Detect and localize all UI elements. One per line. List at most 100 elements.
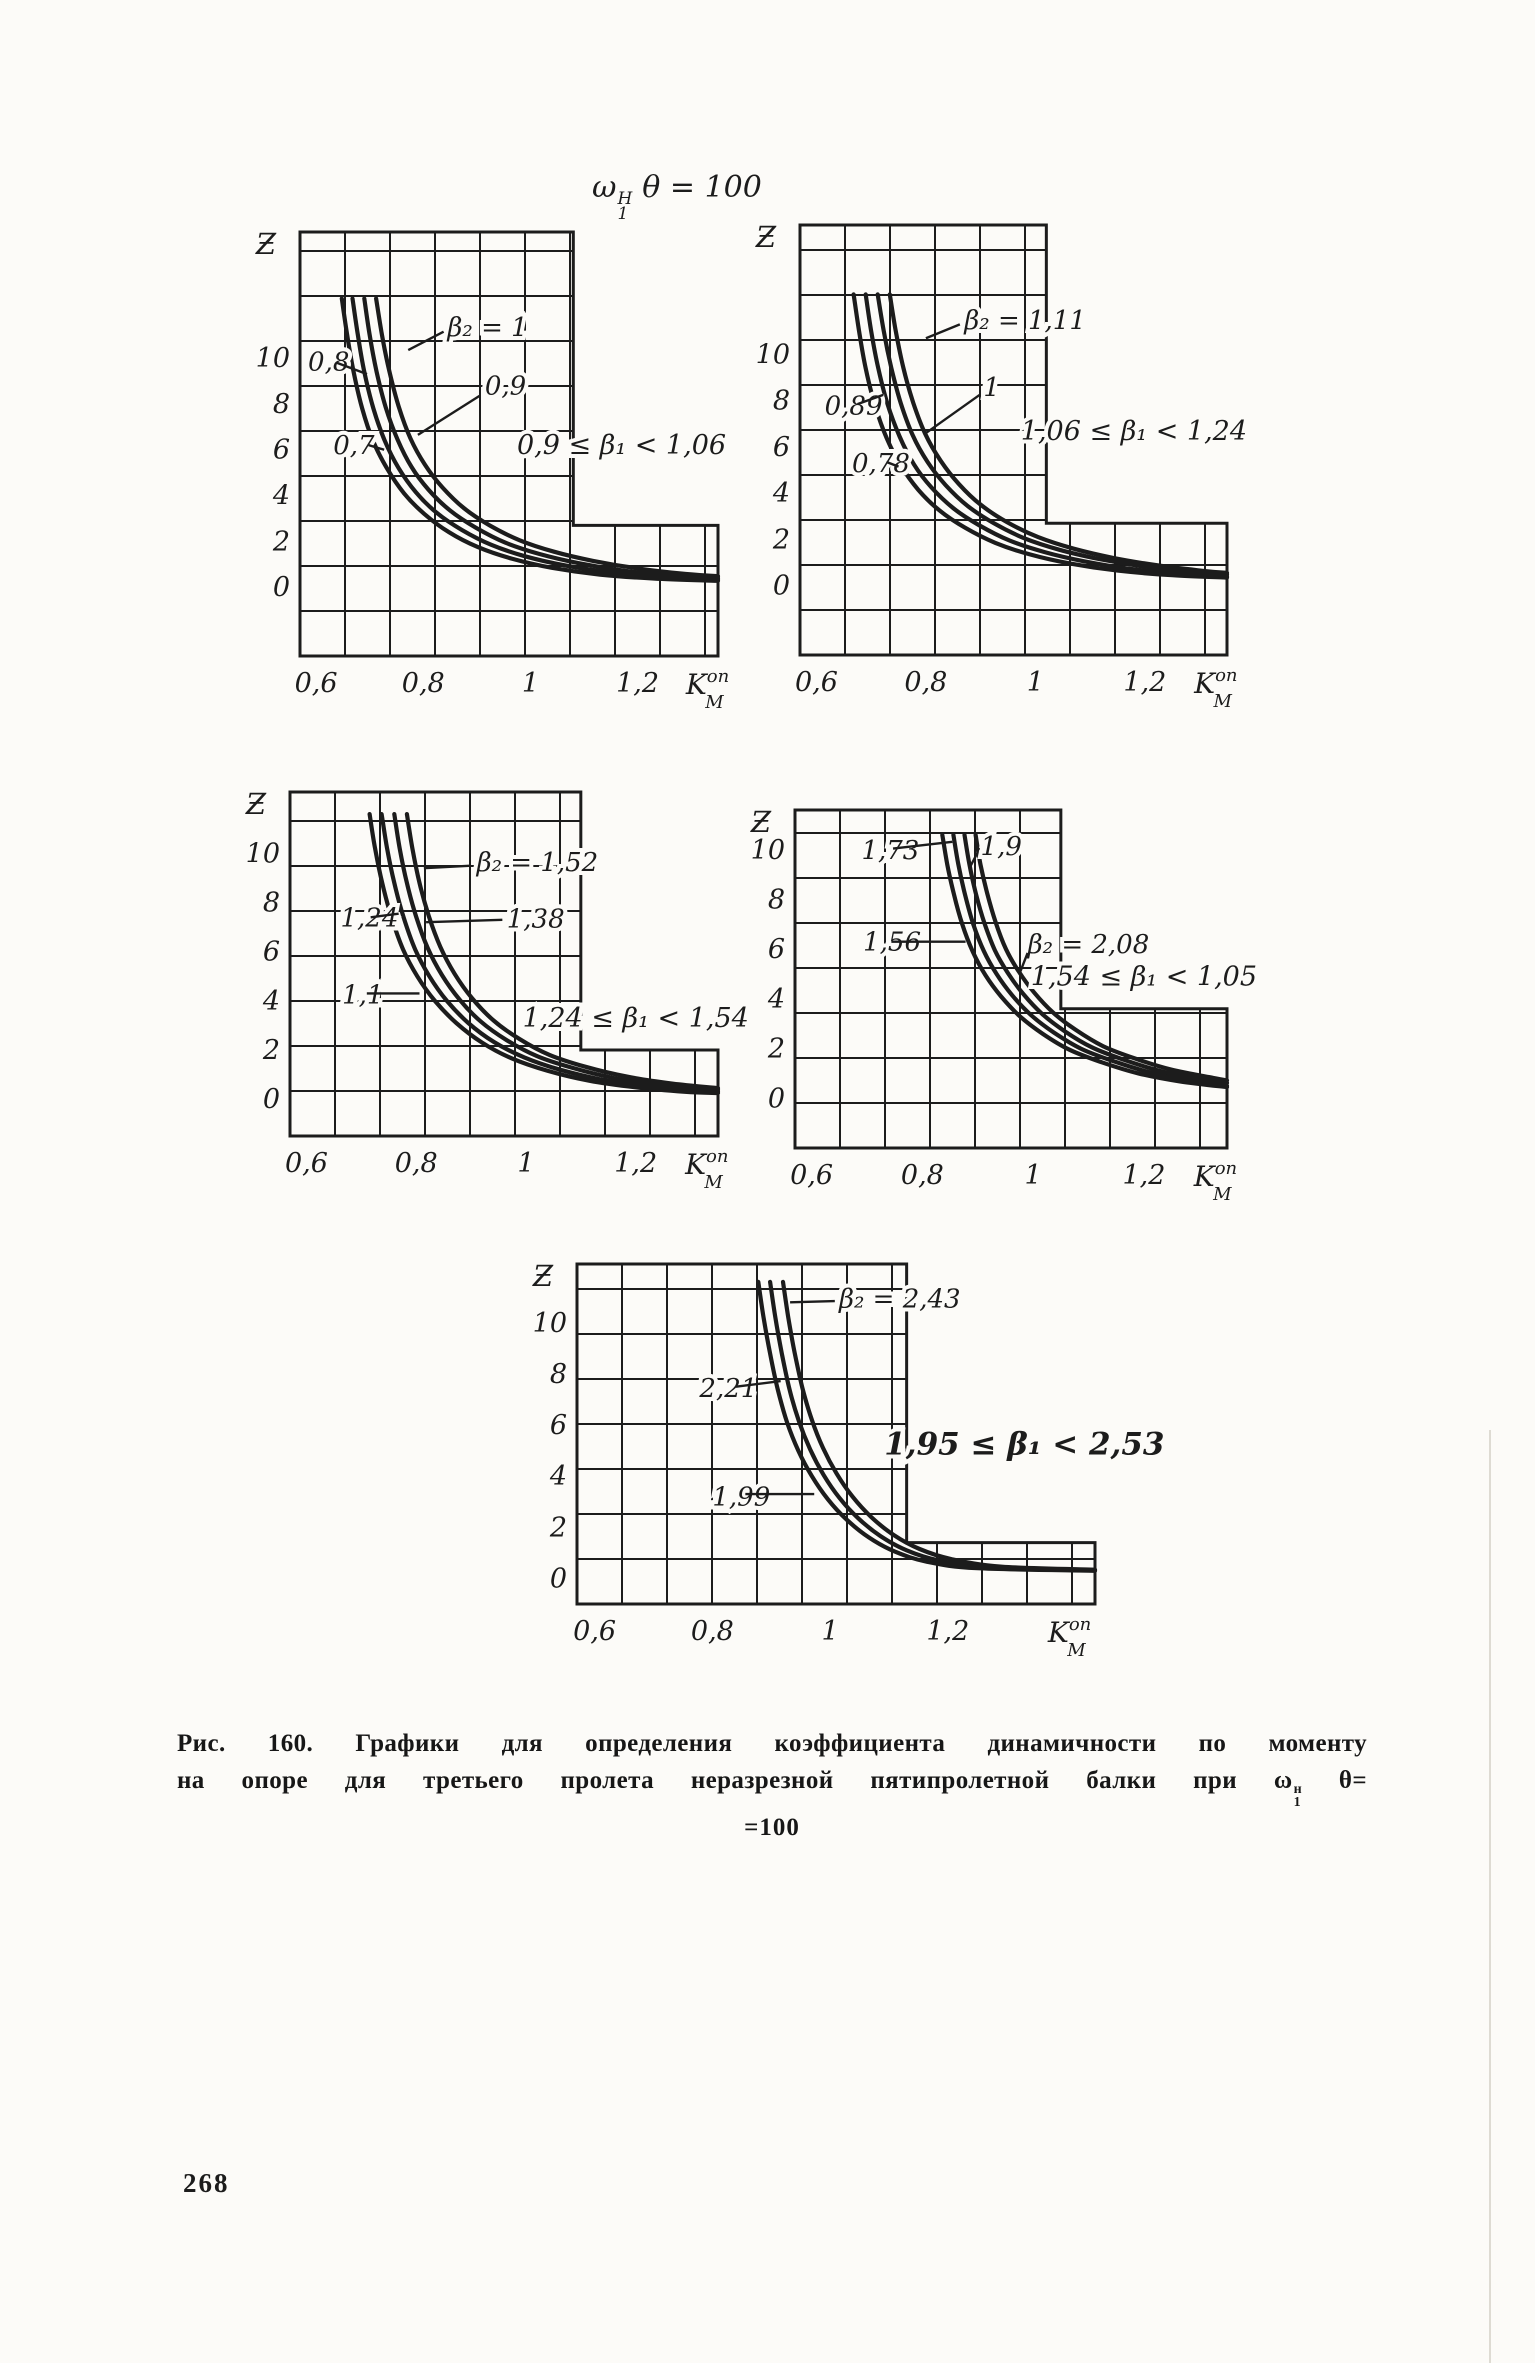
curve-label: 1,99 — [712, 1483, 770, 1513]
axis-labels: 10 8 6 4 2 0 0,6 0,8 1 1,2 Ƶ Kоп М — [755, 220, 1238, 712]
annotations: β₂ = 2,43 2,21 1,99 — [694, 1281, 964, 1517]
x-tick-label: 0,8 — [402, 668, 445, 699]
axis-labels: 10 8 6 4 2 0 0,6 0,8 1 1,2 Ƶ Kоп М — [750, 805, 1237, 1205]
y-tick-label: 8 — [263, 888, 280, 919]
curve-2 — [392, 812, 721, 1092]
label-leader-line — [370, 912, 399, 919]
y-tick-label: 2 — [772, 524, 790, 555]
label-leader-line — [1018, 952, 1029, 974]
x-tick-label: 0,8 — [901, 1160, 944, 1191]
x-tick-label: 1,2 — [1122, 1160, 1165, 1191]
beta1-range-label: 1,24 ≤ β₁ < 1,54 — [523, 1003, 749, 1034]
x-tick-label: 0,8 — [691, 1616, 734, 1647]
y-tick-label: 6 — [768, 934, 785, 965]
y-tick-label: 8 — [773, 386, 790, 417]
label-leader-line — [423, 864, 472, 870]
chart-top-right: 10 8 6 4 2 0 0,6 0,8 1 1,2 Ƶ Kоп М β₂ = 1,11 1 0,89 0,78… — [755, 220, 1251, 712]
y-tick-label: 10 — [751, 835, 785, 866]
plot-outline — [798, 223, 1229, 657]
beta1-range-label: 1,95 ≤ β₁ < 2,53 — [884, 1427, 1164, 1463]
curve-2 — [780, 1279, 1098, 1572]
y-tick-label: 0 — [263, 1084, 280, 1115]
curve-label: β₂ = 2,43 — [838, 1285, 961, 1315]
omega-symbol: ω — [592, 170, 617, 205]
x-tick-label: 0,6 — [285, 1148, 328, 1179]
curve-3 — [374, 296, 721, 579]
label-leader-line — [407, 330, 445, 352]
curve-label: 1,24 — [340, 903, 398, 933]
curve-1 — [951, 832, 1230, 1088]
curve-2 — [362, 296, 721, 581]
x-axis-unit-label: Kоп М — [1047, 1614, 1091, 1661]
curve-label: 0,9 — [485, 372, 526, 402]
y-axis-title: Ƶ — [750, 805, 772, 839]
label-leader-line — [735, 1379, 781, 1388]
label-leader-line — [925, 323, 961, 340]
curve-label: 0,7 — [333, 431, 375, 461]
y-axis-title: Ƶ — [255, 227, 277, 261]
y-axis-title: Ƶ — [245, 787, 267, 821]
label-leader-line — [857, 393, 884, 406]
curve-label: 1,38 — [507, 905, 565, 935]
x-tick-label: 1 — [822, 1616, 839, 1647]
curve-label: β₂ = 1,11 — [963, 306, 1086, 336]
chart-top-left: 10 8 6 4 2 0 0,6 0,8 1 1,2 Ƶ Kоп М 0,8 0,9 0,7 β₂ = 1 0,9… — [255, 227, 730, 713]
caption-line-2-text: на опоре для третьего пролета неразрезно… — [177, 1767, 1238, 1794]
curve-3 — [404, 812, 721, 1091]
y-tick-label: 4 — [549, 1461, 567, 1492]
y-tick-label: 0 — [773, 571, 790, 602]
curve-3 — [887, 292, 1230, 575]
curve-0 — [756, 1279, 1098, 1573]
curve-label: 1 — [983, 373, 1000, 403]
curve-1 — [768, 1279, 1098, 1573]
annotations: 1,73 1,91,56 β₂ = 2,08 — [857, 828, 1153, 974]
curve-1 — [863, 292, 1230, 579]
curve-label: 1,1 — [342, 981, 383, 1011]
x-tick-label: 1 — [517, 1148, 534, 1179]
plot-outline — [288, 790, 720, 1138]
label-leader-line — [790, 1299, 835, 1304]
curve-label: 2,21 — [698, 1374, 757, 1404]
x-tick-label: 0,6 — [573, 1616, 616, 1647]
page-edge-shadow — [1489, 1430, 1491, 2363]
axis-labels: 10 8 6 4 2 0 0,6 0,8 1 1,2 Ƶ Kоп М — [255, 227, 729, 713]
curves — [851, 292, 1230, 580]
curve-2 — [875, 292, 1230, 577]
x-tick-label: 1,2 — [1123, 667, 1166, 698]
y-tick-label: 10 — [533, 1308, 567, 1339]
x-tick-label: 0,6 — [795, 667, 838, 698]
caption-line-3: =100 — [744, 1814, 800, 1841]
label-leader-line — [336, 361, 368, 376]
curves — [756, 1279, 1098, 1573]
y-tick-label: 0 — [768, 1083, 785, 1114]
curve-label: β₂ = 1,52 — [476, 848, 599, 878]
curve-0 — [851, 292, 1230, 580]
x-tick-label: 1,2 — [614, 1148, 657, 1179]
omega-sub: 1 — [617, 204, 629, 224]
curve-label: 0,89 — [825, 391, 883, 421]
label-leader-line — [886, 460, 899, 468]
beta1-range-label: 1,54 ≤ β₁ < 1,05 — [1031, 962, 1257, 993]
y-tick-label: 8 — [273, 389, 290, 420]
curve-label: 1,73 — [861, 836, 919, 866]
y-axis-title: Ƶ — [755, 220, 777, 254]
annotations: 0,8 0,9 0,7 β₂ = 1 — [304, 309, 532, 465]
x-axis-unit-label: Kоп М — [1193, 1158, 1237, 1205]
curve-0 — [339, 296, 721, 583]
curves — [339, 296, 721, 583]
x-axis-unit-label: Kоп М — [1193, 665, 1237, 712]
caption-line-1: Рис. 160. Графики для определения коэффи… — [177, 1730, 1367, 1757]
x-axis-unit-label: Kоп М — [684, 1146, 728, 1193]
y-tick-label: 2 — [767, 1034, 785, 1065]
y-tick-label: 10 — [246, 838, 280, 869]
page-number: 268 — [183, 2168, 230, 2198]
caption-line-2-tail: θ= — [1338, 1767, 1367, 1794]
y-tick-label: 4 — [767, 984, 785, 1015]
axis-labels: 10 8 6 4 2 0 0,6 0,8 1 1,2 Ƶ Kоп М — [245, 787, 729, 1193]
x-tick-label: 1,2 — [616, 668, 659, 699]
curve-label: 0,78 — [852, 449, 910, 479]
